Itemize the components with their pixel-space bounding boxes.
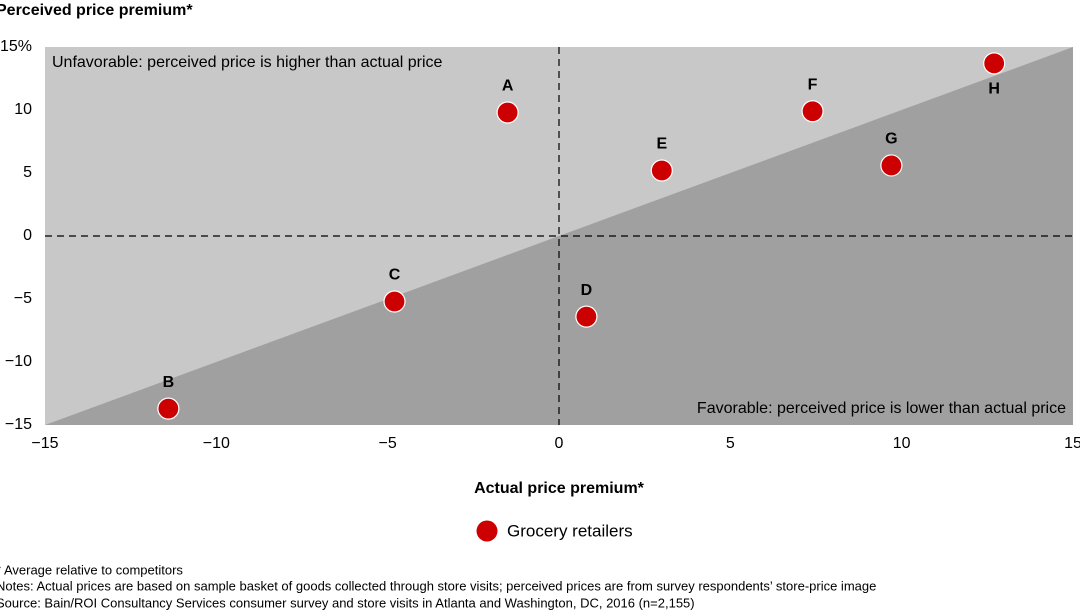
point-label: G: [885, 131, 897, 148]
x-tick-label: 0: [555, 435, 564, 452]
point: [801, 100, 824, 123]
x-axis-title: Actual price premium*: [474, 480, 645, 497]
footnote: Notes: Actual prices are based on sample…: [0, 578, 876, 593]
point-label: C: [389, 267, 401, 284]
annotation: Unfavorable: perceived price is higher t…: [52, 54, 443, 71]
legend-marker: [476, 520, 498, 542]
y-tick-label: −10: [5, 353, 32, 370]
point-label: B: [163, 374, 175, 391]
point: [983, 52, 1006, 75]
y-tick-label: 15%: [0, 38, 32, 55]
y-tick-label: 0: [23, 227, 32, 244]
x-tick-label: −5: [379, 435, 397, 452]
point-label: F: [808, 76, 818, 93]
legend-label: Grocery retailers: [507, 521, 633, 540]
point: [575, 305, 598, 328]
point: [496, 101, 519, 124]
annotation: Favorable: perceived price is lower than…: [697, 400, 1066, 417]
footnote: * Average relative to competitors: [0, 562, 183, 577]
x-tick-label: −15: [31, 435, 58, 452]
point: [650, 159, 673, 182]
point: [157, 397, 180, 420]
point-label: D: [581, 282, 593, 299]
point-label: E: [656, 136, 667, 153]
point: [880, 154, 903, 177]
x-tick-label: 5: [726, 435, 735, 452]
point: [383, 290, 406, 313]
y-tick-label: −5: [14, 290, 32, 307]
y-tick-label: −15: [5, 416, 32, 433]
y-tick-label: 5: [23, 164, 32, 181]
x-tick-label: 10: [893, 435, 911, 452]
y-tick-label: 10: [14, 101, 32, 118]
point-label: H: [988, 81, 1000, 98]
plot-area: [45, 47, 1073, 425]
footnote: Source: Bain/ROI Consultancy Services co…: [0, 595, 695, 610]
y-axis-title: Perceived price premium*: [0, 2, 193, 19]
point-label: A: [502, 78, 514, 95]
x-tick-label: 15: [1064, 435, 1080, 452]
x-tick-label: −10: [203, 435, 230, 452]
favorable-region: [45, 47, 1073, 425]
